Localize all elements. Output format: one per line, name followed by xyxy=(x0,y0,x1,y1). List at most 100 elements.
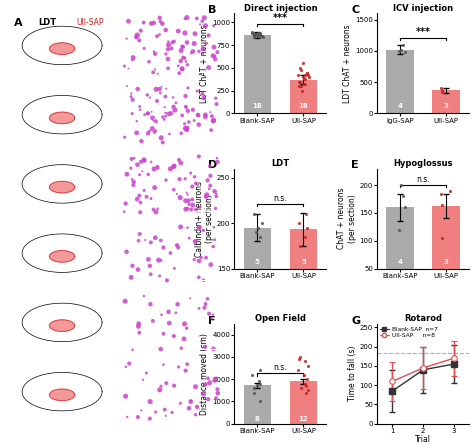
Bar xyxy=(432,206,460,297)
Point xyxy=(250,31,258,38)
Point xyxy=(181,120,188,127)
Point xyxy=(195,305,203,312)
Point xyxy=(299,60,307,67)
Point xyxy=(136,231,144,238)
Point xyxy=(183,39,191,46)
Point xyxy=(187,169,194,177)
Point xyxy=(155,256,163,264)
Point xyxy=(177,160,185,167)
Point xyxy=(192,237,200,244)
Point xyxy=(438,190,445,197)
Point xyxy=(163,85,170,92)
Point xyxy=(181,320,188,327)
Point xyxy=(162,109,169,116)
Point xyxy=(140,156,147,163)
Point xyxy=(134,196,141,203)
Point xyxy=(170,186,178,193)
Point xyxy=(195,257,203,264)
Polygon shape xyxy=(49,43,75,54)
Point xyxy=(134,32,141,39)
Point xyxy=(258,219,266,227)
X-axis label: Trial: Trial xyxy=(415,435,431,444)
Point xyxy=(189,48,197,55)
Point xyxy=(298,87,306,94)
Point xyxy=(125,18,132,25)
Title: ICV injection: ICV injection xyxy=(393,4,453,12)
Point xyxy=(152,127,159,134)
Point xyxy=(182,58,190,65)
Polygon shape xyxy=(49,251,75,262)
Point xyxy=(136,103,144,110)
Point xyxy=(296,242,303,249)
Point xyxy=(204,177,211,184)
Point xyxy=(177,47,185,54)
Polygon shape xyxy=(22,26,102,65)
Point xyxy=(182,125,189,132)
Point xyxy=(178,65,186,72)
Point xyxy=(154,165,162,172)
Point xyxy=(153,33,161,40)
Point xyxy=(171,107,179,114)
Point xyxy=(212,395,220,402)
Polygon shape xyxy=(49,389,75,401)
Point xyxy=(199,17,206,25)
Point xyxy=(200,50,207,57)
Point xyxy=(137,158,145,165)
Point xyxy=(254,30,261,37)
Point xyxy=(173,190,181,198)
Point xyxy=(150,19,158,26)
Point xyxy=(175,363,182,371)
Polygon shape xyxy=(22,303,102,342)
Point xyxy=(164,55,172,62)
Point xyxy=(205,64,212,71)
Point xyxy=(193,15,201,22)
Point xyxy=(248,371,256,378)
Text: ***: *** xyxy=(416,27,431,37)
Y-axis label: LDT ChAT + neurons: LDT ChAT + neurons xyxy=(343,24,352,103)
Point xyxy=(256,30,264,37)
Point xyxy=(201,111,209,118)
Point xyxy=(177,58,184,65)
Text: E: E xyxy=(351,161,359,170)
Point xyxy=(210,345,217,352)
Text: UII-SAP: UII-SAP xyxy=(76,18,104,27)
Point xyxy=(133,118,140,125)
Text: 4: 4 xyxy=(398,259,402,264)
Point xyxy=(254,381,261,388)
Point xyxy=(257,33,265,40)
Point xyxy=(170,163,177,170)
Text: C: C xyxy=(351,5,359,15)
Point xyxy=(399,193,407,200)
Point xyxy=(123,248,130,256)
Point xyxy=(209,311,217,318)
Point xyxy=(205,186,213,193)
Point xyxy=(174,28,182,35)
Point xyxy=(137,209,144,216)
Point xyxy=(146,301,154,308)
Point xyxy=(193,87,201,95)
Point xyxy=(136,192,143,199)
Text: B: B xyxy=(209,5,217,15)
Point xyxy=(173,242,181,249)
Point xyxy=(129,54,137,61)
Point xyxy=(165,110,173,117)
Point xyxy=(256,398,264,405)
Bar xyxy=(290,80,317,113)
Point xyxy=(128,176,136,183)
Point xyxy=(180,335,188,343)
Bar xyxy=(386,50,414,113)
Point xyxy=(211,53,219,60)
Point xyxy=(154,70,162,77)
Point xyxy=(125,65,132,72)
Point xyxy=(146,398,154,405)
Point xyxy=(140,45,148,52)
Point xyxy=(214,386,221,393)
Point xyxy=(146,128,153,135)
Point xyxy=(210,44,218,51)
Point xyxy=(202,301,210,308)
Point xyxy=(135,237,142,244)
Point xyxy=(189,196,196,203)
Text: A: A xyxy=(14,18,23,28)
Point xyxy=(187,397,194,405)
Point xyxy=(175,70,183,77)
